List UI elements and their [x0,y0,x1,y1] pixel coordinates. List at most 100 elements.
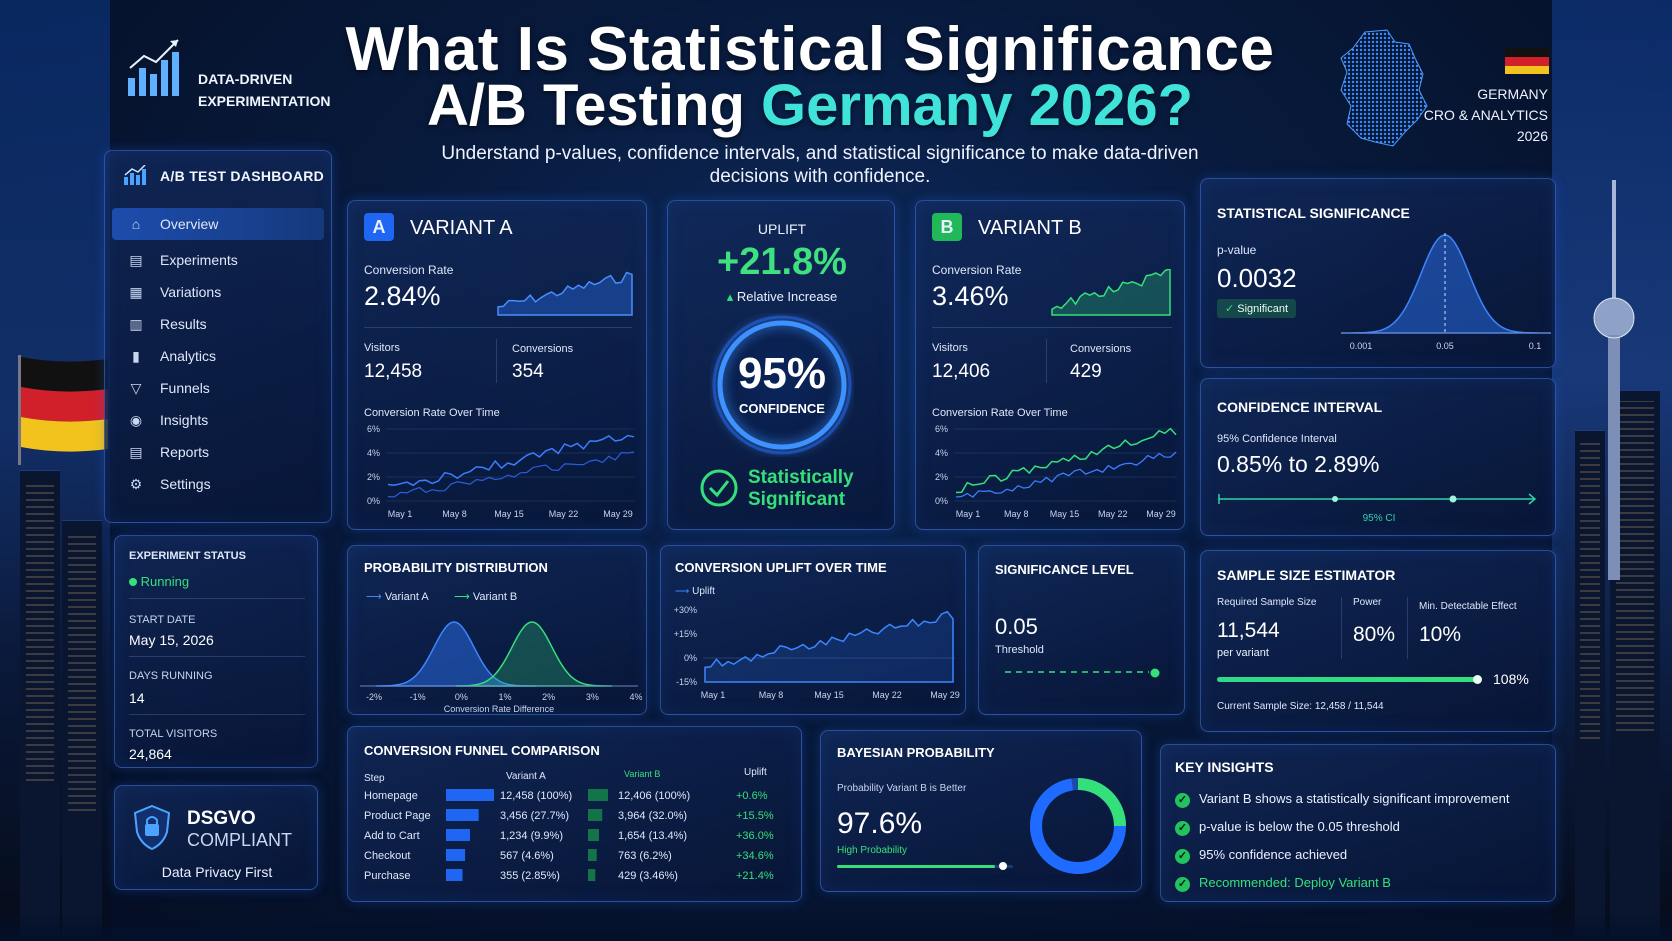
sidebar-item-experiments[interactable]: ▤ Experiments [112,244,324,276]
y-tick: 0% [684,653,697,663]
conversions-label: Conversions [512,343,574,355]
sidebar-item-label: Results [160,316,207,332]
total-visitors-label: TOTAL VISITORS [129,728,218,740]
sidebar-item-variations[interactable]: ▦ Variations [112,276,324,308]
sidebar-item-label: Analytics [160,348,217,364]
insight-item: ✓ 95% confidence achieved [1175,847,1347,864]
series-line [704,610,954,683]
sidebar-item-overview[interactable]: ⌂ Overview [112,208,324,240]
x-tick: 0.001 [1350,341,1373,351]
series-line [387,434,635,487]
insight-item: ✓ Recommended: Deploy Variant B [1175,875,1391,892]
bayes-donut [1030,778,1126,874]
x-tick: May 1 [701,690,726,700]
region-label: GERMANY CRO & ANALYTICS 2026 [1400,84,1548,147]
funnel-bar-b [588,849,597,861]
divider [129,656,305,657]
sidebar-item-insights[interactable]: ◉ Insights [112,404,324,436]
funnel-step: Add to Cart [364,830,420,842]
funnel-value-b: 12,406 (100%) [618,790,690,802]
sidebar-item-funnels[interactable]: ▽ Funnels [112,372,324,404]
analytics-icon: ▮ [132,348,140,364]
x-tick: 3% [586,692,599,702]
sidebar-item-label: Insights [160,412,209,428]
x-tick: May 8 [1004,509,1029,519]
region-line3: 2026 [1516,128,1548,144]
statistical-significance-panel: STATISTICAL SIGNIFICANCE p-value 0.0032 … [1200,178,1556,368]
funnel-bar-a [446,869,463,881]
x-tick: May 29 [1146,509,1176,519]
x-tick: 0% [455,692,468,702]
insight-text: Variant B shows a statistically signific… [1199,791,1510,806]
threshold-label: Threshold [995,644,1044,656]
x-tick: -2% [366,692,382,702]
home-icon: ⌂ [131,216,141,232]
sidebar-item-label: Funnels [160,380,210,396]
x-tick: May 15 [1050,509,1080,519]
funnel-row: Homepage 12,458 (100%) 12,406 (100%) +0.6% [364,789,768,802]
gear-icon: ⚙ [129,476,143,492]
col-variant-a: Variant A [506,771,546,782]
funnel-title: CONVERSION FUNNEL COMPARISON [364,743,600,758]
divider [932,327,1172,328]
dsgvo-panel: DSGVO COMPLIANT Data Privacy First [114,785,318,890]
divider [129,598,305,599]
prob-dist-title: PROBABILITY DISTRIBUTION [364,560,548,575]
germany-flag-left-icon [18,355,108,465]
y-tick: 6% [935,424,948,434]
variant-b-badge: B [932,213,962,241]
sig-level-title: SIGNIFICANCE LEVEL [995,562,1134,577]
sidebar-item-results[interactable]: ▥ Results [112,308,324,340]
sample-title: SAMPLE SIZE ESTIMATOR [1217,567,1396,583]
funnel-value-a: 3,456 (27.7%) [500,810,569,822]
variant-a-sparkline [497,271,633,316]
start-date-value: May 15, 2026 [129,632,214,648]
funnel-uplift: +34.6% [736,850,774,862]
x-tick: May 8 [759,690,784,700]
confidence-value: 95% [737,349,827,398]
start-date-label: START DATE [129,614,196,626]
insights-icon: ◉ [129,412,143,428]
ci-label: 95% Confidence Interval [1217,433,1337,445]
sidebar-item-analytics[interactable]: ▮ Analytics [112,340,324,372]
sample-progress-track [1217,677,1477,682]
days-running-value: 14 [129,690,145,706]
p-value: 0.0032 [1217,263,1297,293]
dsgvo-line2: COMPLIANT [187,830,293,850]
conversion-rate-value: 2.84% [364,281,441,311]
bayes-sub: High Probability [837,845,908,856]
y-tick: 2% [935,472,948,482]
total-visitors-value: 24,864 [129,746,172,762]
x-tick: 0.05 [1436,341,1454,351]
funnel-bar-b [588,789,608,801]
significant-line1: Statistically [748,467,854,488]
check-icon: ✓ [1175,877,1190,892]
y-tick: +15% [674,629,697,639]
confidence-interval-panel: CONFIDENCE INTERVAL 95% Confidence Inter… [1200,378,1556,536]
x-tick: May 29 [930,690,960,700]
bayes-progress-knob [999,862,1007,870]
insight-item: ✓ p-value is below the 0.05 threshold [1175,819,1400,836]
sample-progress-label: 108% [1493,671,1529,687]
page-subtitle: Understand p-values, confidence interval… [441,143,1199,187]
uplift-sub-text: Relative Increase [736,289,838,304]
funnel-value-a: 12,458 (100%) [500,790,572,802]
background-building [20,470,60,941]
brand-line1: DATA-DRIVEN [198,71,293,87]
insight-text: p-value is below the 0.05 threshold [1199,819,1400,834]
visitors-value: 12,458 [364,361,423,382]
funnel-bar-a [446,849,466,861]
funnel-icon: ▽ [130,380,142,396]
sidebar-item-reports[interactable]: ▤ Reports [112,436,324,468]
bayes-value: 97.6% [837,807,923,840]
x-tick: May 15 [494,509,524,519]
sidebar-item-settings[interactable]: ⚙ Settings [112,468,324,500]
variant-a-panel: A VARIANT A Conversion Rate 2.84% Visito… [347,200,647,530]
significance-level-panel: SIGNIFICANCE LEVEL 0.05 Threshold [978,545,1185,715]
funnel-value-b: 3,964 (32.0%) [618,810,687,822]
sidebar-item-label: Variations [160,284,222,300]
required-sample-value: 11,544 [1217,619,1280,642]
visitors-label: Visitors [932,342,968,354]
variations-icon: ▦ [129,284,143,300]
variant-a-title: VARIANT A [410,217,513,239]
